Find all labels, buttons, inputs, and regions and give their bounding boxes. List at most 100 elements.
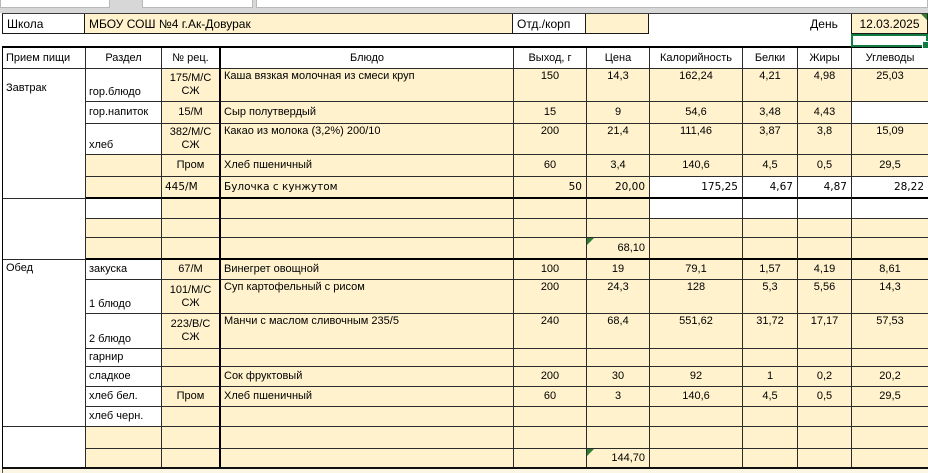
table-cell[interactable] bbox=[219, 199, 514, 219]
table-cell[interactable]: 14,3 bbox=[852, 280, 928, 314]
table-cell[interactable] bbox=[162, 238, 219, 260]
table-cell[interactable]: 144,70 bbox=[587, 449, 650, 467]
table-cell[interactable] bbox=[852, 238, 928, 260]
table-cell[interactable]: 4,67 bbox=[743, 177, 798, 199]
table-cell[interactable]: гор.блюдо bbox=[86, 69, 162, 102]
table-cell[interactable]: 60 bbox=[514, 155, 587, 177]
table-cell[interactable]: закуска bbox=[86, 260, 162, 280]
table-cell[interactable]: Завтрак bbox=[3, 69, 86, 199]
table-cell[interactable]: 4,19 bbox=[798, 260, 852, 280]
table-cell[interactable] bbox=[743, 219, 798, 238]
column-header-cell[interactable]: Углеводы bbox=[852, 48, 928, 69]
table-cell[interactable]: хлеб бел. bbox=[86, 387, 162, 407]
column-header-cell[interactable]: Блюдо bbox=[219, 48, 514, 69]
table-cell[interactable] bbox=[798, 199, 852, 219]
top-partial-cell[interactable] bbox=[0, 0, 110, 8]
date-cell[interactable]: 12.03.2025 bbox=[851, 14, 928, 34]
table-cell[interactable] bbox=[162, 407, 219, 427]
table-cell[interactable]: 30 bbox=[587, 367, 650, 387]
table-cell[interactable] bbox=[86, 219, 162, 238]
table-cell[interactable]: 150 bbox=[514, 69, 587, 102]
table-cell[interactable]: 19 bbox=[587, 260, 650, 280]
table-cell[interactable]: 200 bbox=[514, 280, 587, 314]
table-cell[interactable]: 4,21 bbox=[743, 69, 798, 102]
table-cell[interactable] bbox=[650, 349, 743, 367]
table-cell[interactable]: 223/В/С СЖ bbox=[162, 314, 219, 349]
table-cell[interactable] bbox=[798, 427, 852, 449]
top-partial-cell[interactable] bbox=[256, 0, 928, 8]
table-cell[interactable]: 14,3 bbox=[587, 69, 650, 102]
table-cell[interactable]: 3,4 bbox=[587, 155, 650, 177]
table-cell[interactable]: Сыр полутвердый bbox=[219, 102, 514, 124]
table-cell[interactable] bbox=[86, 199, 162, 219]
table-cell[interactable] bbox=[798, 238, 852, 260]
table-cell[interactable]: 31,72 bbox=[743, 314, 798, 349]
column-header-cell[interactable]: № рец. bbox=[162, 48, 219, 69]
table-cell[interactable] bbox=[650, 199, 743, 219]
table-cell[interactable] bbox=[798, 407, 852, 427]
table-cell[interactable]: 20,2 bbox=[852, 367, 928, 387]
column-header-cell[interactable]: Цена bbox=[587, 48, 650, 69]
table-cell[interactable]: 162,24 bbox=[650, 69, 743, 102]
table-cell[interactable] bbox=[514, 349, 587, 367]
table-cell[interactable] bbox=[743, 407, 798, 427]
table-cell[interactable]: 24,3 bbox=[587, 280, 650, 314]
table-cell[interactable]: 79,1 bbox=[650, 260, 743, 280]
table-cell[interactable]: 200 bbox=[514, 124, 587, 155]
table-cell[interactable]: 3,87 bbox=[743, 124, 798, 155]
table-cell[interactable] bbox=[587, 427, 650, 449]
table-cell[interactable]: 29,5 bbox=[852, 387, 928, 407]
table-cell[interactable]: 21,4 bbox=[587, 124, 650, 155]
table-cell[interactable]: 445/М bbox=[162, 177, 219, 199]
table-cell[interactable] bbox=[587, 349, 650, 367]
table-cell[interactable]: Пром bbox=[162, 155, 219, 177]
table-cell[interactable] bbox=[798, 349, 852, 367]
top-partial-cell[interactable] bbox=[142, 0, 253, 8]
table-cell[interactable]: 0,2 bbox=[798, 367, 852, 387]
table-cell[interactable] bbox=[86, 449, 162, 467]
table-cell[interactable]: 15/М bbox=[162, 102, 219, 124]
table-cell[interactable]: хлеб bbox=[86, 124, 162, 155]
table-cell[interactable]: 1 блюдо bbox=[86, 280, 162, 314]
school-label-cell[interactable]: Школа bbox=[2, 14, 85, 34]
table-cell[interactable]: 200 bbox=[514, 367, 587, 387]
table-cell[interactable]: 175,25 bbox=[650, 177, 743, 199]
table-cell[interactable]: 2 блюдо bbox=[86, 314, 162, 349]
table-cell[interactable] bbox=[650, 407, 743, 427]
table-cell[interactable] bbox=[86, 238, 162, 260]
table-cell[interactable]: 17,17 bbox=[798, 314, 852, 349]
table-cell[interactable]: 28,22 bbox=[852, 177, 928, 199]
table-cell[interactable]: Хлеб пшеничный bbox=[219, 155, 514, 177]
table-cell[interactable]: 4,87 bbox=[798, 177, 852, 199]
table-cell[interactable] bbox=[852, 219, 928, 238]
table-cell[interactable]: 551,62 bbox=[650, 314, 743, 349]
table-cell[interactable]: 15,09 bbox=[852, 124, 928, 155]
table-cell[interactable] bbox=[650, 449, 743, 467]
table-cell[interactable]: 54,6 bbox=[650, 102, 743, 124]
table-cell[interactable] bbox=[219, 449, 514, 467]
table-cell[interactable] bbox=[162, 427, 219, 449]
table-cell[interactable]: 101/М/С СЖ bbox=[162, 280, 219, 314]
table-cell[interactable] bbox=[86, 427, 162, 449]
table-cell[interactable] bbox=[743, 349, 798, 367]
table-cell[interactable] bbox=[798, 449, 852, 467]
table-cell[interactable]: 92 bbox=[650, 367, 743, 387]
table-cell[interactable]: 175/М/С СЖ bbox=[162, 69, 219, 102]
table-cell[interactable]: 3,8 bbox=[798, 124, 852, 155]
table-cell[interactable]: Суп картофельный с рисом bbox=[219, 280, 514, 314]
table-cell[interactable] bbox=[852, 407, 928, 427]
table-cell[interactable]: 3 bbox=[587, 387, 650, 407]
table-cell[interactable]: 100 bbox=[514, 260, 587, 280]
table-cell[interactable] bbox=[514, 449, 587, 467]
table-cell[interactable] bbox=[219, 219, 514, 238]
table-cell[interactable] bbox=[650, 238, 743, 260]
column-header-cell[interactable]: Жиры bbox=[798, 48, 852, 69]
table-cell[interactable]: 5,56 bbox=[798, 280, 852, 314]
table-cell[interactable]: Манчи с маслом сливочным 235/5 bbox=[219, 314, 514, 349]
dept-value-cell[interactable] bbox=[586, 14, 649, 34]
table-cell[interactable]: Винегрет овощной bbox=[219, 260, 514, 280]
selected-cell-outline[interactable] bbox=[851, 34, 928, 49]
table-cell[interactable]: 0,5 bbox=[798, 387, 852, 407]
table-cell[interactable] bbox=[86, 177, 162, 199]
table-cell[interactable]: Какао из молока (3,2%) 200/10 bbox=[219, 124, 514, 155]
